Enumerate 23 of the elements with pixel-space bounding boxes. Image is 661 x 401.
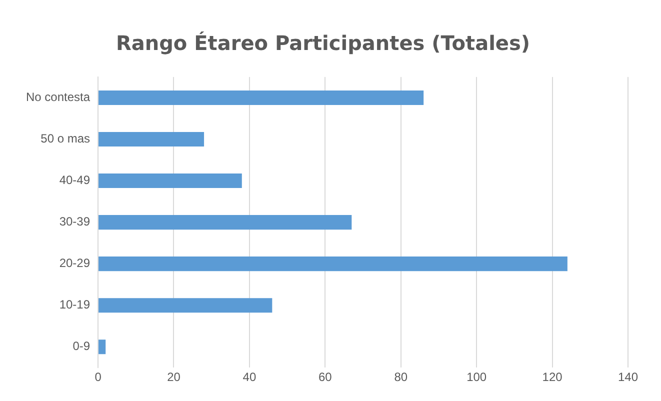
y-tick-label: 10-19 <box>59 298 90 312</box>
chart-title: Rango Étareo Participantes (Totales) <box>116 31 530 56</box>
bar <box>98 174 242 188</box>
x-tick-label: 100 <box>466 370 487 384</box>
y-tick-label: 0-9 <box>72 339 90 354</box>
y-tick-label: 50 o mas <box>40 132 90 146</box>
y-tick-label: No contesta <box>26 90 90 104</box>
bar <box>98 90 424 106</box>
x-tick-label: 80 <box>394 370 408 384</box>
y-tick-label: 20-29 <box>59 256 90 270</box>
bar <box>98 215 352 230</box>
x-tick-label: 20 <box>167 370 181 384</box>
x-tick-label: 0 <box>94 370 102 384</box>
x-tick-label: 40 <box>242 370 256 384</box>
x-tick-label: 60 <box>318 370 332 384</box>
x-tick-label: 120 <box>542 370 563 384</box>
bar <box>98 298 272 313</box>
y-tick-label: 40-49 <box>59 173 90 188</box>
bar <box>98 340 106 354</box>
x-tick-label: 140 <box>618 370 638 384</box>
bar <box>98 132 204 147</box>
bar <box>98 256 568 272</box>
y-tick-label: 30-39 <box>59 214 90 229</box>
